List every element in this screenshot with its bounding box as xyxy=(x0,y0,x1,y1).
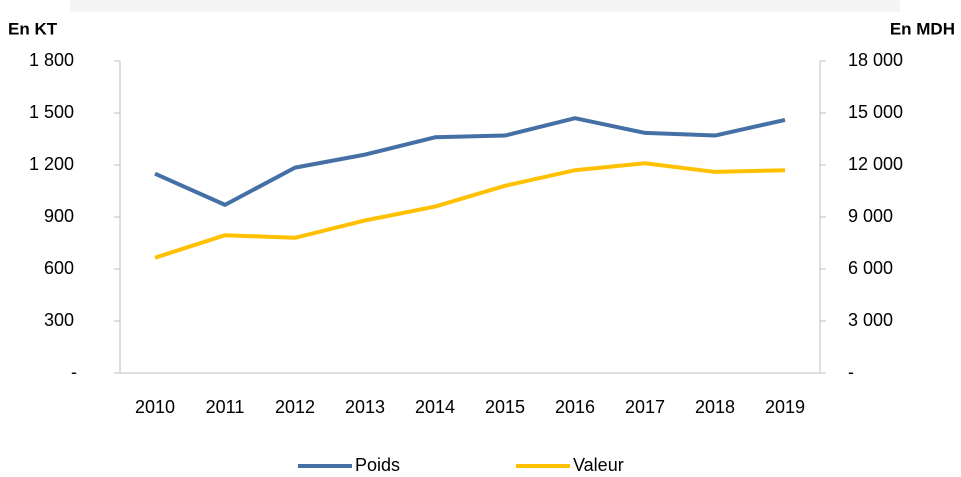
y2-tick-label: 18 000 xyxy=(848,50,903,70)
x-tick-label: 2012 xyxy=(275,397,315,417)
x-tick-label: 2015 xyxy=(485,397,525,417)
y2-tick-label: 15 000 xyxy=(848,102,903,122)
x-tick-label: 2018 xyxy=(695,397,735,417)
y2-tick-label: 3 000 xyxy=(848,310,893,330)
x-tick-label: 2013 xyxy=(345,397,385,417)
x-tick-label: 2014 xyxy=(415,397,455,417)
x-tick-label: 2019 xyxy=(765,397,805,417)
legend-label: Valeur xyxy=(573,455,624,475)
y2-tick-label: 12 000 xyxy=(848,154,903,174)
y-tick-label: 600 xyxy=(44,258,74,278)
x-tick-label: 2011 xyxy=(206,397,245,417)
y-tick-label: 1 200 xyxy=(29,154,74,174)
top-strip xyxy=(70,0,900,12)
x-tick-label: 2017 xyxy=(625,397,665,417)
y-tick-label: 900 xyxy=(44,206,74,226)
y-tick-label: 1 500 xyxy=(29,102,74,122)
x-tick-label: 2016 xyxy=(555,397,595,417)
x-tick-label: 2010 xyxy=(135,397,175,417)
series-line xyxy=(154,161,786,260)
y-tick-label: - xyxy=(71,362,77,382)
y2-tick-label: 9 000 xyxy=(848,206,893,226)
series-line xyxy=(154,116,786,207)
y-tick-label: 1 800 xyxy=(29,50,74,70)
legend-label: Poids xyxy=(355,455,400,475)
y2-tick-label: 6 000 xyxy=(848,258,893,278)
y-axis-label: En KT xyxy=(8,19,58,38)
y2-axis-label: En MDH xyxy=(890,19,955,38)
y-tick-label: 300 xyxy=(44,310,74,330)
y2-tick-label: - xyxy=(848,362,854,382)
